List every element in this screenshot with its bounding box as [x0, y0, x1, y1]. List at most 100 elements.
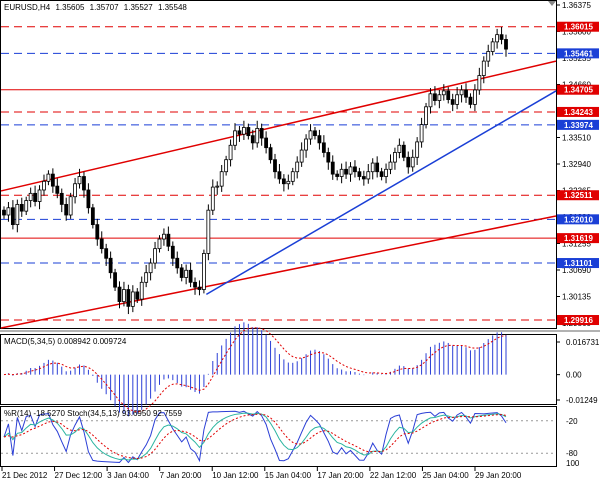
price-tick-label: 1.30135: [562, 293, 591, 302]
candles: [2, 26, 508, 315]
macd-label: MACD(5,34,5) 0.008942 0.009724: [4, 337, 127, 346]
candle-body: [290, 171, 295, 182]
candle-body: [46, 173, 51, 182]
macd-signal-line: [3, 327, 507, 413]
candle-body: [313, 130, 317, 137]
candle-body: [268, 147, 273, 161]
time-tick-label: 29 Jan 20:00: [475, 471, 522, 480]
level-price-tag-label: 1.32511: [564, 191, 593, 200]
level-price-tag-label: 1.31619: [564, 234, 593, 243]
price-tick-label: 1.35800: [562, 28, 591, 37]
level-price-tag-label: 1.32010: [564, 215, 593, 224]
candle-body: [330, 161, 335, 175]
candle-body: [419, 124, 424, 143]
candle-body: [321, 142, 326, 153]
candle-body: [348, 166, 353, 175]
trendlines: [0, 60, 557, 329]
candle-body: [250, 135, 255, 144]
candle-body: [446, 90, 451, 100]
candle-body: [450, 99, 455, 105]
candle-body: [406, 156, 411, 168]
candle-body: [77, 176, 82, 185]
candle-body: [326, 152, 331, 163]
candle-body: [273, 159, 277, 173]
candle-body: [304, 138, 308, 151]
candle-body: [42, 180, 46, 191]
level-price-tag: [557, 258, 599, 269]
level-price-tags: 1.36015 1.35461 1.34705 1.34243 1.33974 1.325…: [557, 21, 599, 326]
candle-body: [264, 137, 269, 149]
candle-body: [153, 248, 157, 264]
oscillator-tick-label: 100: [566, 459, 580, 468]
level-price-tag: [557, 84, 599, 95]
candle-body: [28, 192, 33, 201]
candle-body: [10, 207, 15, 226]
stochastic-main-line: [3, 412, 507, 461]
candle-body: [344, 168, 348, 175]
ohlc-low: 1.35527: [124, 3, 153, 12]
candle-body: [224, 159, 229, 173]
candle-body: [122, 289, 126, 302]
candle-body: [317, 135, 322, 144]
time-tick-label: 22 Jan 12:00: [370, 471, 417, 480]
trendline-lower-channel: [0, 215, 557, 329]
candle-body: [459, 89, 464, 96]
candle-body: [428, 93, 433, 108]
chart-shift-marker: [548, 1, 556, 6]
price-pane-frame: [0, 0, 557, 329]
candle-body: [19, 204, 24, 212]
candle-body: [193, 281, 197, 288]
candle-body: [2, 209, 6, 216]
time-tick-label: 21 Dec 2012: [2, 471, 48, 480]
candle-body: [388, 161, 393, 170]
candle-body: [504, 39, 508, 50]
level-price-tag-label: 1.31101: [564, 259, 593, 268]
candle-body: [281, 178, 286, 185]
price-tick-label: 1.31255: [562, 240, 591, 249]
candle-body: [455, 94, 460, 105]
time-tick-label: 25 Jan 04:00: [422, 471, 469, 480]
candle-body: [210, 186, 215, 211]
candle-body: [384, 168, 388, 177]
oscillator-tick-label: -20: [566, 417, 578, 426]
macd-tick-label: -0.01249: [566, 396, 598, 405]
macd-tick-label: 0.016731: [566, 338, 600, 347]
candle-body: [379, 171, 384, 177]
candle-body: [237, 130, 242, 135]
level-price-tag: [557, 190, 599, 201]
candle-body: [157, 238, 162, 250]
candle-body: [335, 173, 340, 177]
candle-body: [357, 171, 362, 177]
candle-body: [50, 173, 55, 187]
trendline-support-line: [205, 90, 557, 295]
level-price-tag-label: 1.35461: [564, 49, 593, 58]
candle-body: [55, 185, 60, 194]
candle-body: [170, 245, 175, 259]
candle-body: [104, 248, 109, 259]
level-price-tag-label: 1.29916: [564, 316, 593, 325]
price-tick-label: 1.33510: [562, 134, 591, 143]
candle-body: [90, 207, 95, 226]
candle-body: [393, 152, 397, 163]
level-price-tag-label: 1.34705: [564, 86, 593, 95]
candle-body: [68, 196, 73, 216]
candle-body: [135, 291, 140, 300]
level-price-tag: [557, 21, 599, 32]
horizontal-levels: [1, 26, 556, 321]
candle-body: [353, 166, 357, 173]
ohlc-high: 1.35707: [90, 3, 119, 12]
candle-body: [184, 269, 189, 278]
candle-body: [499, 34, 504, 40]
level-price-tag-label: 1.33974: [564, 121, 593, 130]
candle-body: [437, 94, 442, 101]
level-price-tag: [557, 106, 599, 117]
candle-body: [490, 41, 495, 52]
level-price-tag-label: 1.36015: [564, 23, 593, 32]
time-tick-label: 3 Jan 04:00: [107, 471, 149, 480]
level-price-tag: [557, 48, 599, 59]
candle-body: [219, 171, 224, 187]
candle-body: [202, 253, 206, 290]
level-price-tag: [557, 315, 599, 326]
price-pane-header: EURUSD,H4 1.35605 1.35707 1.35527 1.3554…: [4, 3, 187, 12]
